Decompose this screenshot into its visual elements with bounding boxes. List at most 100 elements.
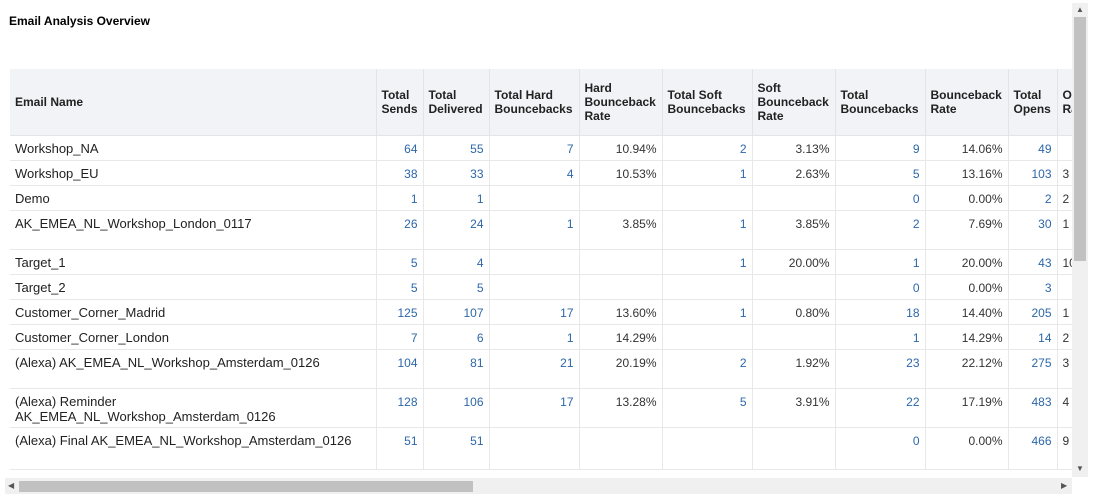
rate-cell: 1.92% [752, 349, 836, 389]
count-link-cell[interactable]: 5 [423, 274, 490, 300]
count-link-cell[interactable]: 43 [1008, 249, 1058, 275]
count-link-cell[interactable]: 483 [1008, 388, 1058, 428]
count-link-cell[interactable]: 64 [376, 135, 424, 161]
table-row: (Alexa) AK_EMEA_NL_Workshop_Amsterdam_01… [10, 349, 1072, 389]
count-link-cell[interactable]: 18 [835, 299, 926, 325]
count-link-cell[interactable]: 5 [835, 160, 926, 186]
count-link-cell[interactable]: 103 [1008, 160, 1058, 186]
column-header[interactable]: Total Soft Bouncebacks [662, 69, 753, 136]
column-header[interactable]: Total Hard Bouncebacks [489, 69, 580, 136]
count-link-cell[interactable]: 1 [489, 324, 580, 350]
vertical-scroll-thumb[interactable] [1074, 17, 1086, 261]
count-link-cell[interactable]: 1 [662, 160, 753, 186]
count-link-cell[interactable]: 49 [1008, 135, 1058, 161]
count-link-cell[interactable]: 30 [1008, 210, 1058, 250]
count-link-cell[interactable] [662, 324, 753, 350]
scroll-up-icon[interactable]: ▲ [1076, 5, 1084, 14]
column-header[interactable]: Total Delivered [423, 69, 490, 136]
count-link-cell[interactable]: 14 [1008, 324, 1058, 350]
count-link-cell[interactable]: 1 [662, 299, 753, 325]
count-link-cell[interactable] [489, 185, 580, 211]
count-link-cell[interactable]: 275 [1008, 349, 1058, 389]
count-link-cell[interactable]: 4 [489, 160, 580, 186]
column-header[interactable]: Hard Bounceback Rate [579, 69, 663, 136]
count-link-cell[interactable]: 4 [423, 249, 490, 275]
count-link-cell[interactable]: 2 [662, 135, 753, 161]
horizontal-scrollbar[interactable]: ◀ ▶ [5, 478, 1072, 494]
column-header[interactable]: Open Rate [1057, 69, 1072, 136]
email-name-cell: (Alexa) Reminder AK_EMEA_NL_Workshop_Ams… [10, 388, 377, 428]
count-link-cell[interactable]: 5 [376, 249, 424, 275]
count-link-cell[interactable]: 9 [835, 135, 926, 161]
count-link-cell[interactable]: 51 [423, 427, 490, 470]
count-link-cell[interactable]: 1 [376, 185, 424, 211]
count-link-cell[interactable]: 22 [835, 388, 926, 428]
column-header[interactable]: Soft Bounceback Rate [752, 69, 836, 136]
scroll-right-icon[interactable]: ▶ [1061, 481, 1068, 490]
count-link-cell[interactable]: 24 [423, 210, 490, 250]
rate-cell [752, 427, 836, 470]
count-link-cell[interactable]: 21 [489, 349, 580, 389]
count-link-cell[interactable]: 3 [1008, 274, 1058, 300]
count-link-cell[interactable]: 51 [376, 427, 424, 470]
count-link-cell[interactable]: 107 [423, 299, 490, 325]
count-link-cell[interactable]: 7 [376, 324, 424, 350]
count-link-cell[interactable]: 2 [1008, 185, 1058, 211]
count-link-cell[interactable]: 104 [376, 349, 424, 389]
count-link-cell[interactable]: 1 [489, 210, 580, 250]
count-link-cell[interactable]: 55 [423, 135, 490, 161]
count-link-cell[interactable]: 17 [489, 299, 580, 325]
count-link-cell[interactable]: 26 [376, 210, 424, 250]
rate-cell [752, 274, 836, 300]
count-link-cell[interactable]: 1 [662, 249, 753, 275]
count-link-cell[interactable]: 0 [835, 427, 926, 470]
scroll-left-icon[interactable]: ◀ [8, 481, 15, 490]
column-header[interactable]: Email Name [10, 69, 377, 136]
table-row: (Alexa) Reminder AK_EMEA_NL_Workshop_Ams… [10, 388, 1072, 428]
rate-cell: 7.69% [925, 210, 1009, 250]
column-header[interactable]: Total Opens [1008, 69, 1058, 136]
column-header[interactable]: Total Sends [376, 69, 424, 136]
rate-cell: 13.16% [925, 160, 1009, 186]
count-link-cell[interactable]: 7 [489, 135, 580, 161]
rate-cell [1057, 135, 1072, 161]
rate-cell: 3 [1057, 349, 1072, 389]
count-link-cell[interactable]: 2 [662, 349, 753, 389]
count-link-cell[interactable] [489, 274, 580, 300]
rate-cell: 3 [1057, 160, 1072, 186]
count-link-cell[interactable]: 1 [423, 185, 490, 211]
count-link-cell[interactable]: 5 [376, 274, 424, 300]
count-link-cell[interactable]: 17 [489, 388, 580, 428]
count-link-cell[interactable]: 0 [835, 185, 926, 211]
count-link-cell[interactable] [662, 274, 753, 300]
count-link-cell[interactable]: 33 [423, 160, 490, 186]
report-table-viewport: Email Name Total Sends Total Delivered Tota… [10, 69, 1072, 477]
count-link-cell[interactable]: 0 [835, 274, 926, 300]
count-link-cell[interactable]: 1 [835, 324, 926, 350]
count-link-cell[interactable]: 38 [376, 160, 424, 186]
scroll-down-icon[interactable]: ▼ [1076, 464, 1084, 473]
count-link-cell[interactable] [489, 427, 580, 470]
count-link-cell[interactable]: 6 [423, 324, 490, 350]
count-link-cell[interactable] [489, 249, 580, 275]
column-header[interactable]: Total Bouncebacks [835, 69, 926, 136]
horizontal-scroll-thumb[interactable] [19, 481, 473, 492]
count-link-cell[interactable] [662, 185, 753, 211]
column-header[interactable]: Bounceback Rate [925, 69, 1009, 136]
count-link-cell[interactable]: 125 [376, 299, 424, 325]
count-link-cell[interactable]: 1 [662, 210, 753, 250]
count-link-cell[interactable]: 128 [376, 388, 424, 428]
count-link-cell[interactable]: 2 [835, 210, 926, 250]
count-link-cell[interactable]: 1 [835, 249, 926, 275]
count-link-cell[interactable]: 81 [423, 349, 490, 389]
count-link-cell[interactable]: 205 [1008, 299, 1058, 325]
count-link-cell[interactable]: 106 [423, 388, 490, 428]
rate-cell: 22.12% [925, 349, 1009, 389]
count-link-cell[interactable]: 466 [1008, 427, 1058, 470]
count-link-cell[interactable] [662, 427, 753, 470]
email-name-cell: AK_EMEA_NL_Workshop_London_0117 [10, 210, 377, 250]
vertical-scrollbar[interactable]: ▲ ▼ [1072, 3, 1088, 477]
count-link-cell[interactable]: 23 [835, 349, 926, 389]
table-row: Customer_Corner_London 7 6 1 14.29% 1 14.29% 14… [10, 324, 1072, 350]
count-link-cell[interactable]: 5 [662, 388, 753, 428]
